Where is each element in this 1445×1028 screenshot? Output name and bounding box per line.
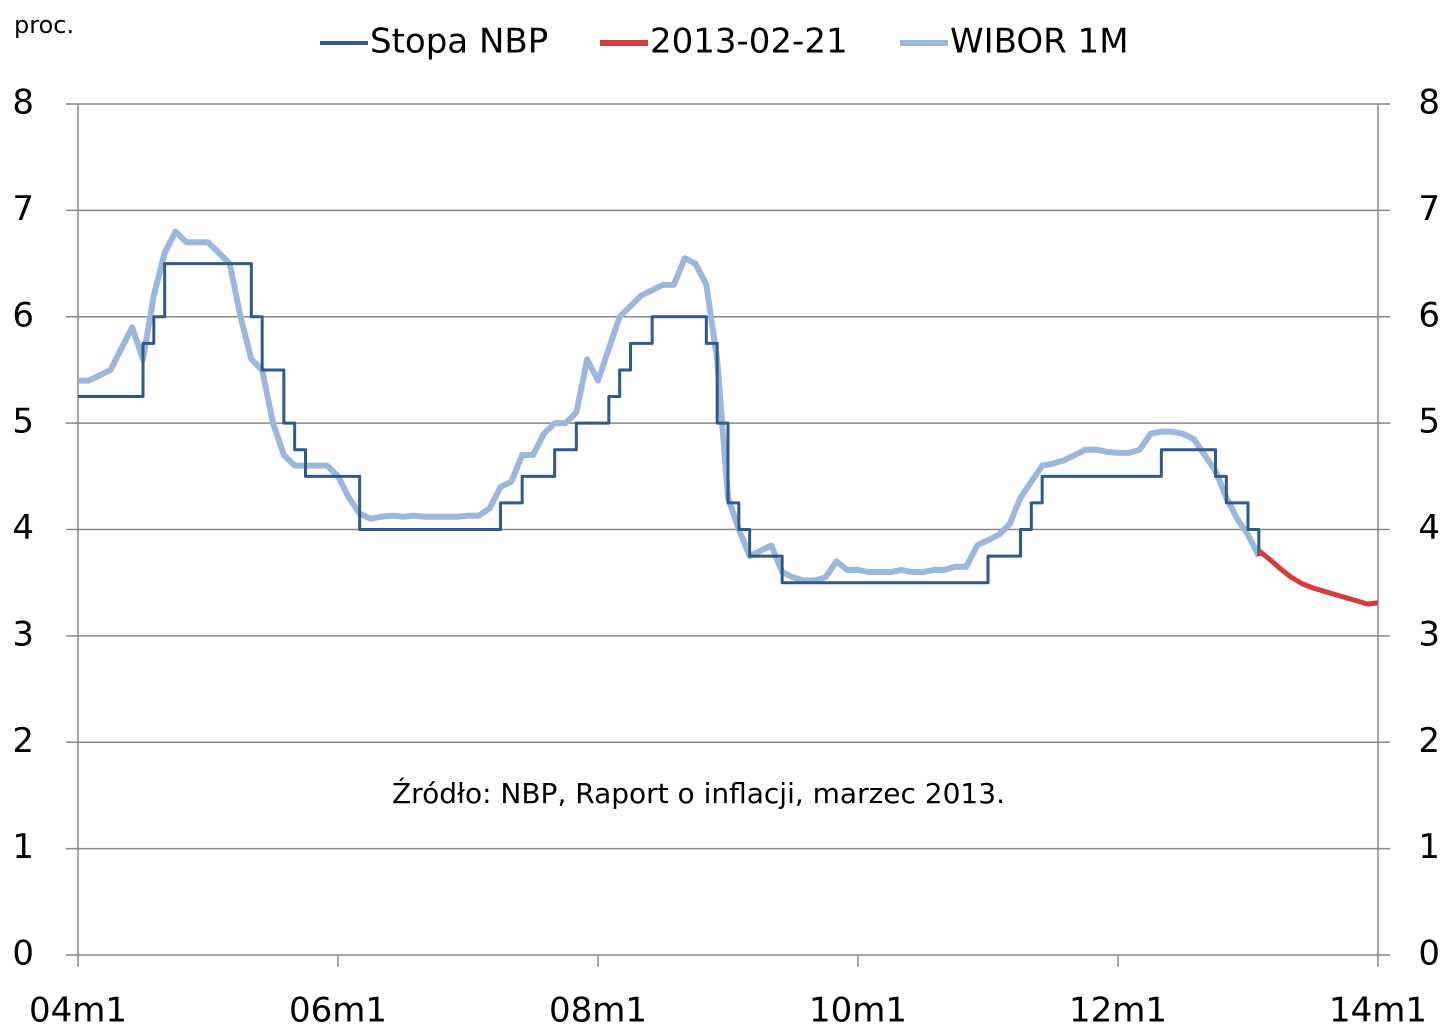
x-tick-label: 10m1	[809, 991, 907, 1028]
x-tick-label: 06m1	[289, 991, 387, 1028]
y-tick-label: 0	[12, 934, 34, 974]
x-tick-label: 12m1	[1069, 991, 1167, 1028]
y-axis-label: proc.	[14, 11, 74, 39]
y-tick-label: 7	[12, 189, 34, 229]
x-tick-label: 14m1	[1329, 991, 1427, 1028]
y2-tick-label: 1	[1418, 827, 1440, 867]
legend-label: 2013-02-21	[650, 22, 848, 62]
y2-tick-label: 5	[1418, 402, 1440, 442]
annotation: Źródło: NBP, Raport o inflacji, marzec 2…	[392, 776, 1005, 810]
y2-tick-label: 6	[1418, 295, 1440, 335]
series-line	[78, 262, 1261, 585]
series-line	[1257, 548, 1379, 607]
y-tick-label: 4	[12, 508, 34, 548]
legend-label: WIBOR 1M	[950, 22, 1129, 62]
y-tick-label: 2	[12, 721, 34, 761]
y2-tick-label: 8	[1418, 83, 1440, 123]
y-tick-label: 3	[12, 614, 34, 654]
y2-tick-label: 0	[1418, 934, 1440, 974]
y2-tick-label: 2	[1418, 721, 1440, 761]
y-tick-label: 6	[12, 295, 34, 335]
y-tick-label: 1	[12, 827, 34, 867]
y2-tick-label: 7	[1418, 189, 1440, 229]
y-tick-label: 8	[12, 83, 34, 123]
y2-tick-label: 3	[1418, 614, 1440, 654]
x-tick-label: 04m1	[29, 991, 127, 1028]
x-tick-label: 08m1	[549, 991, 647, 1028]
legend-label: Stopa NBP	[370, 22, 548, 62]
y2-tick-label: 4	[1418, 508, 1440, 548]
y-tick-label: 5	[12, 402, 34, 442]
series-line	[78, 228, 1262, 584]
